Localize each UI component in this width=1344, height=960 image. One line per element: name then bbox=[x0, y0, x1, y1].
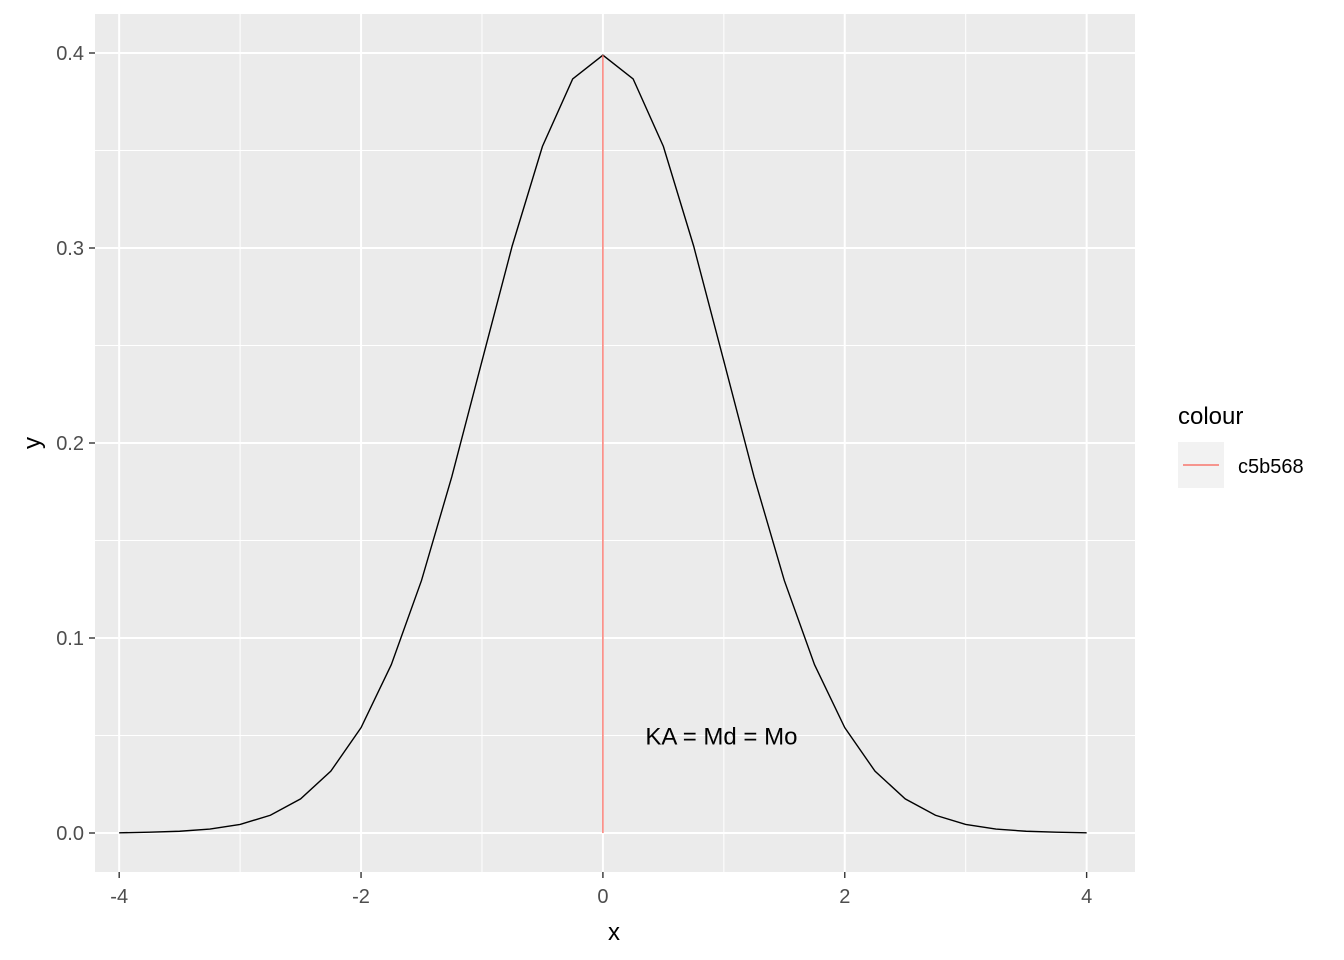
x-tick-label: 4 bbox=[1081, 886, 1092, 908]
annotation-label: KA = Md = Mo bbox=[645, 724, 797, 751]
y-axis: 0.0 0.1 0.2 0.3 0.4 bbox=[56, 43, 95, 845]
legend-item-label: c5b568 bbox=[1238, 456, 1304, 478]
y-tick-label: 0.0 bbox=[56, 823, 84, 845]
y-tick-label: 0.2 bbox=[56, 433, 84, 455]
legend-title: colour bbox=[1178, 403, 1243, 430]
x-tick-label: -2 bbox=[352, 886, 370, 908]
y-axis-title: y bbox=[19, 437, 46, 449]
x-axis: -4 -2 0 2 4 bbox=[110, 872, 1092, 908]
x-tick-label: 2 bbox=[839, 886, 850, 908]
y-tick-label: 0.1 bbox=[56, 628, 84, 650]
x-tick-label: -4 bbox=[110, 886, 128, 908]
x-tick-label: 0 bbox=[597, 886, 608, 908]
density-curve bbox=[119, 54, 1087, 834]
x-axis-title: x bbox=[608, 919, 620, 946]
y-tick-label: 0.4 bbox=[56, 43, 84, 65]
y-tick-label: 0.3 bbox=[56, 238, 84, 260]
legend: colour c5b568 bbox=[1178, 403, 1304, 488]
